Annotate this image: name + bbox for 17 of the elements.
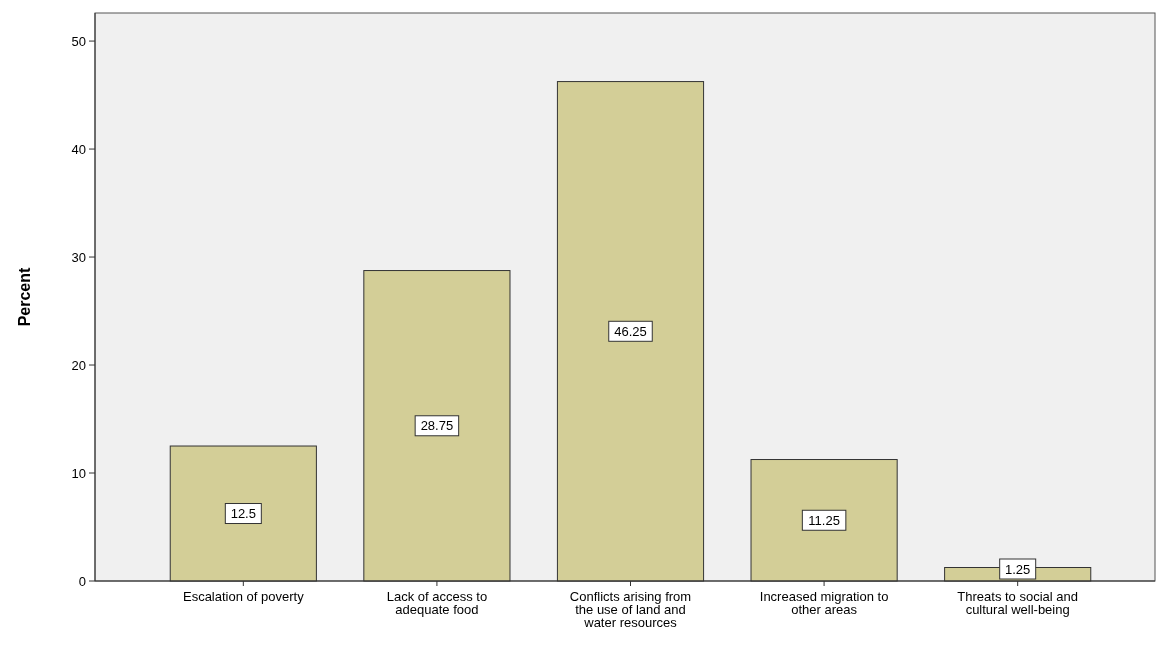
y-axis-title: Percent <box>16 266 33 327</box>
data-label: 12.5 <box>230 506 256 522</box>
y-tick-label: 10 <box>71 465 86 481</box>
y-tick-label: 40 <box>71 141 86 157</box>
data-label: 46.25 <box>614 323 647 339</box>
y-tick-label: 50 <box>71 33 86 49</box>
y-tick-label: 0 <box>78 573 86 589</box>
x-tick-label: Escalation of poverty <box>182 589 305 604</box>
y-tick-label: 20 <box>71 357 86 373</box>
data-label: 28.75 <box>420 418 454 434</box>
x-tick-label: Threats to social and cultural well-being <box>957 589 1079 617</box>
x-tick-label: Increased migration to other areas <box>759 589 889 617</box>
y-tick-label: 30 <box>71 249 86 265</box>
data-label: 1.25 <box>1005 561 1031 577</box>
x-tick-label: Lack of access to adequate food <box>386 589 488 617</box>
x-tick-label: Conflicts arising from the use of land and water resources <box>569 589 692 630</box>
data-label: 11.25 <box>808 512 840 528</box>
